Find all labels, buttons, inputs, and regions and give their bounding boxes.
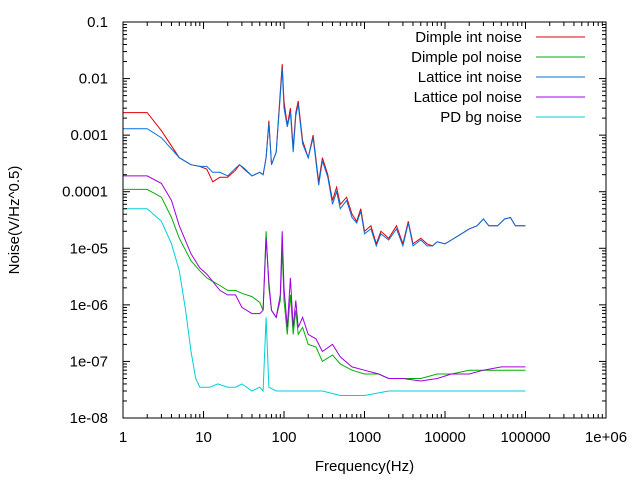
y-tick-label: 1e-06: [70, 297, 108, 314]
x-tick-label: 1e+06: [585, 429, 627, 446]
x-tick-label: 100: [271, 429, 296, 446]
x-tick-label: 100000: [500, 429, 550, 446]
series-line-1: [123, 188, 526, 379]
series-line-2: [123, 68, 526, 248]
y-tick-label: 0.1: [87, 14, 108, 31]
y-tick-label: 1e-07: [70, 353, 108, 370]
x-axis-label: Frequency(Hz): [315, 458, 414, 475]
y-tick-label: 0.01: [79, 71, 108, 88]
legend: Dimple int noise Dimple pol noise Lattice …: [411, 29, 585, 126]
y-tick-label: 0.001: [70, 127, 108, 144]
y-tick-label: 1e-05: [70, 240, 108, 257]
y-axis-label: Noise(V/Hz^0.5): [6, 166, 23, 275]
x-tick-label: 10000: [424, 429, 466, 446]
legend-label: Dimple int noise: [415, 29, 522, 46]
series-line-4: [123, 208, 526, 396]
legend-label: Lattice int noise: [418, 69, 522, 86]
legend-label: Dimple pol noise: [411, 49, 522, 66]
series-line-3: [123, 175, 526, 382]
y-tick-label: 0.0001: [62, 184, 108, 201]
x-tick-label: 1000: [348, 429, 381, 446]
y-tick-label: 1e-08: [70, 410, 108, 427]
plot-frame: [122, 21, 607, 419]
ticks-layer: 1 10 100 1000 10000 100000 1e+06 0.1 0.01 0.001 0.…: [62, 14, 627, 446]
legend-label: PD bg noise: [440, 109, 522, 126]
x-tick-label: 10: [195, 429, 212, 446]
x-tick-label: 1: [119, 429, 127, 446]
legend-label: Lattice pol noise: [414, 89, 522, 106]
series-layer: [123, 64, 526, 396]
